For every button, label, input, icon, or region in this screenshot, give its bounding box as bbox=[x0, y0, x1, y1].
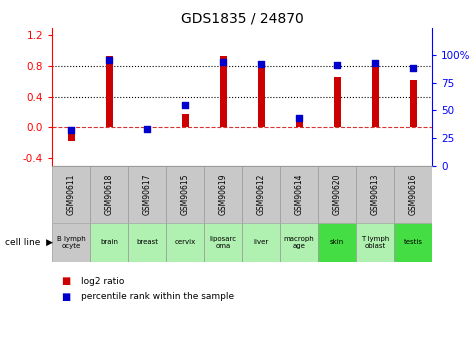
Point bbox=[181, 102, 189, 108]
Bar bbox=[52, 166, 90, 223]
Bar bbox=[318, 223, 356, 262]
Text: GSM90615: GSM90615 bbox=[181, 173, 190, 215]
Bar bbox=[204, 166, 242, 223]
Text: breast: breast bbox=[136, 239, 158, 245]
Bar bbox=[242, 223, 280, 262]
Bar bbox=[182, 114, 189, 127]
Bar bbox=[280, 223, 318, 262]
Text: GSM90617: GSM90617 bbox=[143, 173, 152, 215]
Bar bbox=[128, 223, 166, 262]
Bar bbox=[68, 127, 75, 141]
Point bbox=[105, 57, 113, 62]
Bar bbox=[334, 77, 341, 127]
Text: GSM90618: GSM90618 bbox=[105, 174, 114, 215]
Bar bbox=[394, 166, 432, 223]
Point bbox=[257, 61, 265, 67]
Text: liver: liver bbox=[254, 239, 269, 245]
Text: GSM90619: GSM90619 bbox=[219, 173, 228, 215]
Text: GSM90611: GSM90611 bbox=[67, 174, 76, 215]
Point bbox=[143, 126, 151, 132]
Point bbox=[371, 60, 379, 66]
Text: GSM90620: GSM90620 bbox=[333, 173, 342, 215]
Bar bbox=[280, 166, 318, 223]
Text: ■: ■ bbox=[62, 292, 74, 302]
Text: GSM90612: GSM90612 bbox=[257, 174, 266, 215]
Bar bbox=[356, 223, 394, 262]
Text: log2 ratio: log2 ratio bbox=[81, 277, 124, 286]
Bar bbox=[128, 166, 166, 223]
Text: macroph
age: macroph age bbox=[284, 236, 314, 249]
Bar bbox=[242, 166, 280, 223]
Bar bbox=[106, 56, 113, 127]
Bar bbox=[166, 166, 204, 223]
Text: percentile rank within the sample: percentile rank within the sample bbox=[81, 292, 234, 301]
Point bbox=[333, 62, 341, 68]
Bar bbox=[166, 223, 204, 262]
Point bbox=[67, 128, 75, 133]
Bar bbox=[372, 62, 379, 127]
Bar bbox=[318, 166, 356, 223]
Text: cervix: cervix bbox=[175, 239, 196, 245]
Text: cell line  ▶: cell line ▶ bbox=[5, 238, 53, 247]
Bar bbox=[410, 80, 417, 127]
Point bbox=[409, 66, 417, 71]
Bar bbox=[90, 223, 128, 262]
Bar bbox=[220, 56, 227, 127]
Text: GSM90613: GSM90613 bbox=[371, 173, 380, 215]
Bar bbox=[204, 223, 242, 262]
Bar bbox=[356, 166, 394, 223]
Point bbox=[219, 59, 227, 65]
Text: GSM90614: GSM90614 bbox=[295, 173, 304, 215]
Bar bbox=[144, 127, 151, 131]
Text: skin: skin bbox=[330, 239, 344, 245]
Bar bbox=[90, 166, 128, 223]
Title: GDS1835 / 24870: GDS1835 / 24870 bbox=[181, 11, 304, 25]
Bar bbox=[52, 223, 90, 262]
Bar bbox=[258, 62, 265, 127]
Text: brain: brain bbox=[100, 239, 118, 245]
Text: T lymph
oblast: T lymph oblast bbox=[361, 236, 390, 249]
Text: liposarc
oma: liposarc oma bbox=[209, 236, 237, 249]
Text: testis: testis bbox=[404, 239, 423, 245]
Bar bbox=[394, 223, 432, 262]
Text: ■: ■ bbox=[62, 276, 74, 286]
Bar bbox=[296, 122, 303, 127]
Point bbox=[295, 115, 303, 121]
Text: GSM90616: GSM90616 bbox=[409, 173, 418, 215]
Text: B lymph
ocyte: B lymph ocyte bbox=[57, 236, 86, 249]
